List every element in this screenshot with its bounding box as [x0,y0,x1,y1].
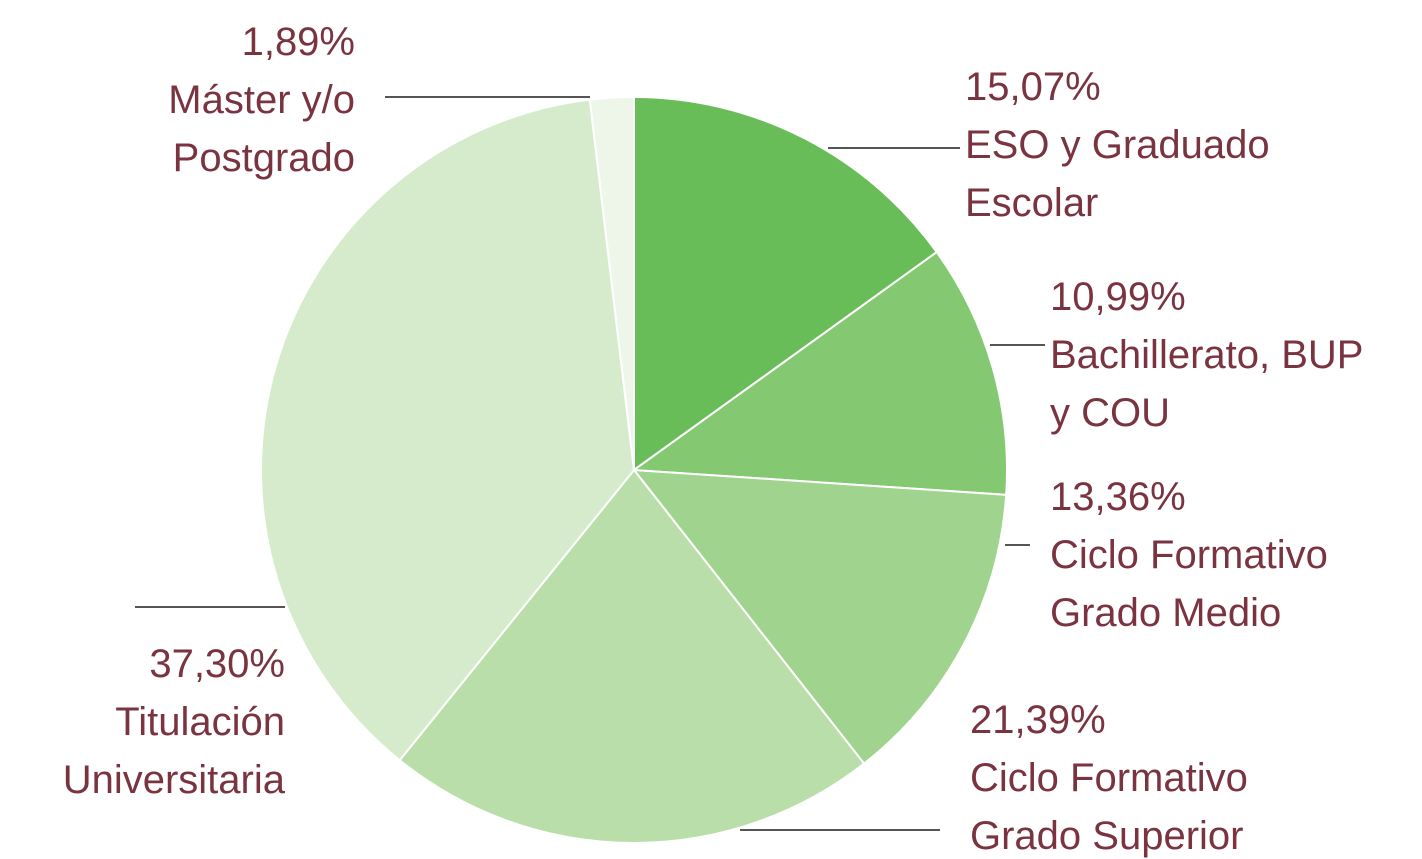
category-label: ESO y Graduado [965,123,1270,167]
category-label: Universitaria [63,758,286,802]
category-label: Grado Superior [970,814,1243,858]
pie-slice [260,98,636,762]
category-label: Bachillerato, BUP [1050,333,1363,377]
category-label: Máster y/o [168,78,355,122]
pie-slice [588,95,635,471]
category-label: Ciclo Formativo [1050,533,1328,577]
category-label: Escolar [965,181,1098,225]
value-label: 37,30% [149,642,285,686]
value-label: 1,89% [242,20,355,64]
category-label: y COU [1050,391,1170,435]
value-label: 15,07% [965,65,1101,109]
category-label: Titulación [115,700,285,744]
value-label: 21,39% [970,698,1106,742]
category-label: Postgrado [173,136,355,180]
pie-slice [398,468,866,844]
category-label: Grado Medio [1050,591,1281,635]
pie-slice [633,95,939,472]
value-label: 13,36% [1050,475,1186,519]
pie-slice [631,468,1008,765]
pie-slice [631,250,1008,496]
value-label: 10,99% [1050,275,1186,319]
category-label: Ciclo Formativo [970,756,1248,800]
